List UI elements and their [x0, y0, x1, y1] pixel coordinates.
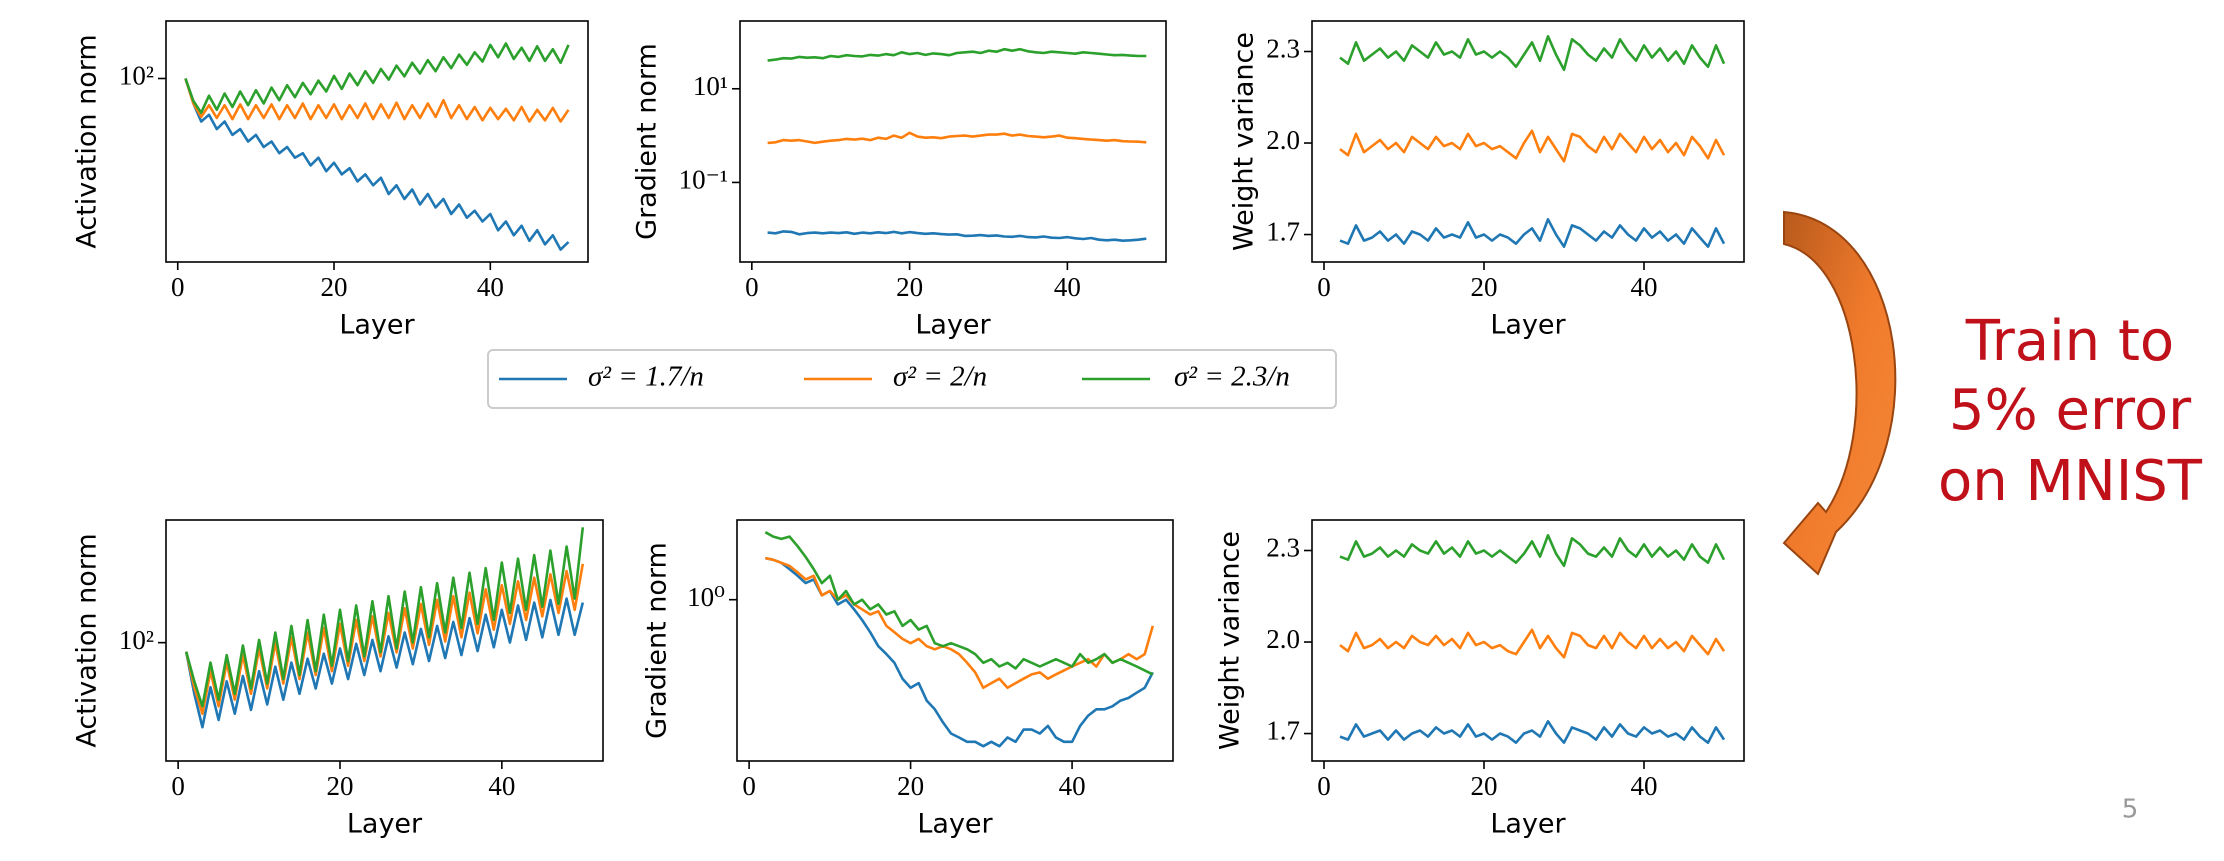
series-line — [764, 531, 1154, 676]
plot-frame — [739, 20, 1167, 263]
x-axis-label: Layer — [1490, 809, 1566, 840]
x-tick-label: 40 — [477, 272, 504, 302]
y-tick-label: 1.7 — [1266, 217, 1300, 247]
x-tick-label: 0 — [745, 272, 759, 302]
plot-frame — [1311, 519, 1745, 762]
series-line — [767, 47, 1147, 62]
series-line — [1339, 720, 1726, 744]
y-axis-label: Gradient norm — [642, 542, 673, 739]
series-line — [1339, 218, 1726, 248]
y-tick-label: 10² — [119, 625, 154, 655]
legend-label: σ² = 2.3/n — [1174, 361, 1290, 393]
plot-frame — [1311, 20, 1745, 263]
x-axis-label: Layer — [339, 310, 415, 341]
x-axis-label: Layer — [347, 809, 423, 840]
series-line — [767, 230, 1147, 242]
y-axis-label: Weight variance — [1215, 531, 1246, 750]
x-axis-label: Layer — [917, 809, 993, 840]
x-axis-label: Layer — [1490, 310, 1566, 341]
annotation-line: 5% error — [1949, 378, 2192, 443]
series-line — [765, 556, 1155, 690]
x-tick-label: 0 — [1317, 771, 1331, 801]
x-tick-label: 40 — [488, 771, 515, 801]
series-line — [1339, 129, 1726, 163]
plot-frame — [736, 519, 1174, 762]
plot-frame — [165, 519, 604, 762]
y-tick-label: 2.3 — [1266, 34, 1300, 64]
plot-frame — [165, 20, 589, 263]
y-axis-label: Gradient norm — [632, 43, 663, 240]
page-number: 5 — [2122, 795, 2139, 825]
x-tick-label: 40 — [1631, 272, 1658, 302]
annotation-line: Train to — [1965, 309, 2174, 374]
series-line — [1339, 628, 1726, 659]
x-tick-label: 0 — [1317, 272, 1331, 302]
legend-label: σ² = 1.7/n — [588, 361, 704, 393]
series-line — [184, 42, 570, 114]
x-tick-label: 20 — [1471, 272, 1498, 302]
series-line — [184, 78, 570, 251]
y-tick-label: 2.3 — [1266, 533, 1300, 563]
x-tick-label: 40 — [1054, 272, 1081, 302]
y-tick-label: 1.7 — [1266, 716, 1300, 746]
x-axis-label: Layer — [915, 310, 991, 341]
series-line — [1339, 534, 1726, 568]
y-tick-label: 10⁰ — [687, 582, 725, 612]
y-axis-label: Activation norm — [72, 34, 103, 248]
x-tick-label: 20 — [1471, 771, 1498, 801]
series-line — [184, 78, 570, 123]
y-tick-label: 2.0 — [1266, 125, 1300, 155]
y-tick-label: 10⁻¹ — [679, 165, 728, 195]
arrow — [1782, 210, 1897, 576]
y-tick-label: 10¹ — [693, 71, 728, 101]
x-tick-label: 20 — [326, 771, 353, 801]
y-tick-label: 10² — [119, 61, 154, 91]
legend-label: σ² = 2/n — [893, 361, 987, 393]
y-tick-label: 2.0 — [1266, 624, 1300, 654]
y-axis-label: Activation norm — [72, 533, 103, 747]
annotation-line: on MNIST — [1938, 449, 2203, 514]
series-line — [184, 527, 585, 708]
series-line — [767, 131, 1147, 145]
x-tick-label: 0 — [171, 272, 185, 302]
x-tick-label: 40 — [1631, 771, 1658, 801]
series-line — [184, 597, 585, 729]
x-tick-label: 0 — [171, 771, 185, 801]
x-tick-label: 20 — [321, 272, 348, 302]
y-axis-label: Weight variance — [1229, 32, 1260, 251]
x-tick-label: 0 — [742, 771, 756, 801]
x-tick-label: 40 — [1059, 771, 1086, 801]
x-tick-label: 20 — [897, 771, 924, 801]
series-line — [1339, 35, 1726, 72]
legend-box — [487, 349, 1337, 409]
x-tick-label: 20 — [896, 272, 923, 302]
